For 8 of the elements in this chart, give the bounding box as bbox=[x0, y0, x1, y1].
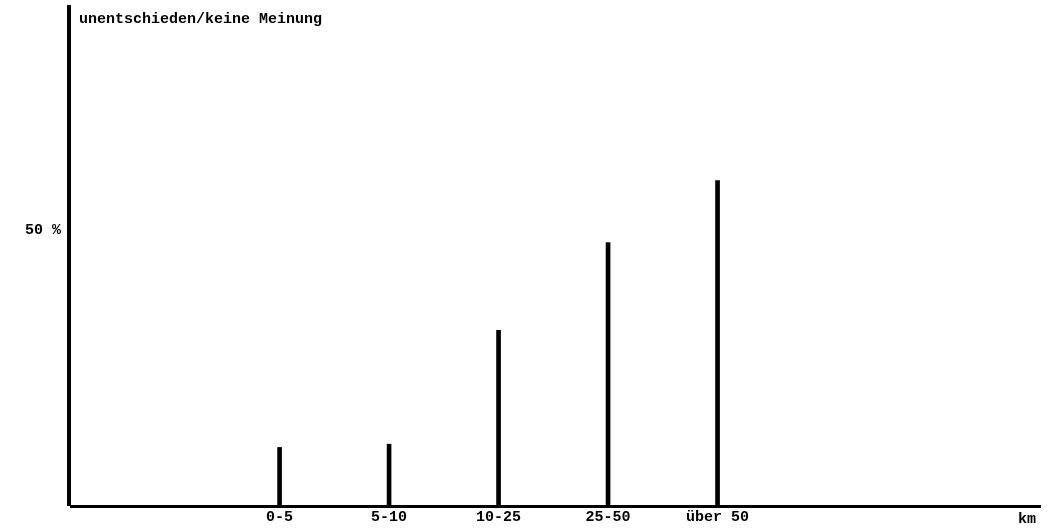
text: km bbox=[1017, 511, 1036, 529]
x-tick-label: 5-10 bbox=[371, 508, 408, 526]
chart-title: unentschieden/keine Meinung bbox=[79, 11, 323, 28]
x-tick-label: über 50 bbox=[686, 508, 750, 526]
x-tick-label: 10-25 bbox=[476, 508, 522, 526]
x-tick-label: 25-50 bbox=[585, 508, 631, 526]
text: 50 % bbox=[24, 222, 62, 240]
x-tick-label: 0-5 bbox=[266, 508, 294, 526]
